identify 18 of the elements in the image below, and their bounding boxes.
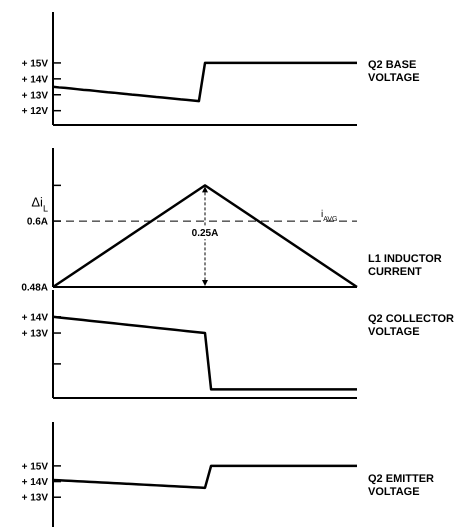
y-tick-label: 0.6A bbox=[26, 216, 48, 228]
y-tick-label: + 15V bbox=[22, 461, 48, 472]
y-tick-label: + 13V bbox=[22, 328, 48, 340]
y-tick-label: + 13V bbox=[22, 90, 48, 102]
y-tick-label: + 15V bbox=[22, 58, 48, 70]
series-label: Q2 EMITTER VOLTAGE bbox=[368, 473, 434, 498]
annotation: 0.25A bbox=[192, 228, 218, 240]
y-tick-label: + 12V bbox=[22, 106, 48, 118]
text: Q2 COLLECTOR VOLTAGE bbox=[368, 313, 454, 338]
y-tick-label: + 14V bbox=[22, 74, 48, 86]
y-tick-label: + 14V bbox=[22, 312, 48, 324]
series-label: Q2 BASE VOLTAGE bbox=[368, 59, 420, 84]
y-axis-title: Δi$_{L}$ bbox=[31, 194, 48, 214]
y-tick-label: + 13V bbox=[22, 492, 48, 504]
y-tick-label: 0.48A bbox=[21, 282, 48, 294]
y-tick-label: + 14V bbox=[22, 477, 48, 488]
series-label: L1 INDUCTOR CURRENT bbox=[368, 253, 442, 278]
ref-line-label: i$_{AVG}$ bbox=[321, 209, 338, 223]
